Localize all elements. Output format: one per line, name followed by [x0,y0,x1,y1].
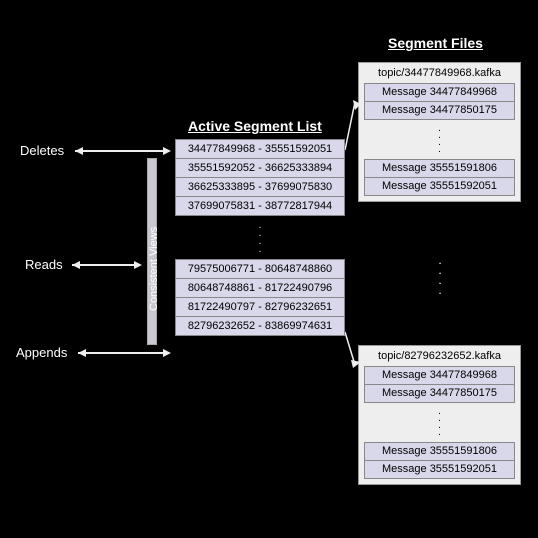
deletes-arrow-head [163,147,171,155]
message-row: Message 35551591806 [364,442,515,461]
message-row: Message 34477849968 [364,83,515,102]
connector-top [345,100,365,155]
file-title-text: 82796232652 [404,350,471,362]
segment-row: 36625333895 - 37699075830 [175,177,345,197]
message-row: Message 35551592051 [364,177,515,196]
message-row: Message 35551592051 [364,460,515,479]
segment-row: 37699075831 - 38772817944 [175,196,345,216]
appends-label: Appends [16,345,67,360]
segment-files-title: Segment Files [388,35,483,51]
segment-file-top: topic/topic/34477849968.kafka34477849968… [358,62,521,202]
segment-row: 82796232652 - 83869974631 [175,316,345,336]
deletes-label: Deletes [20,143,64,158]
file-title: topic/topic/34477849968.kafka34477849968… [359,63,520,83]
message-row: Message 34477850175 [364,384,515,403]
appends-arrow-head-back [78,349,86,357]
message-row: Message 34477850175 [364,101,515,120]
message-ellipsis: .... [359,119,520,159]
connector-bottom [345,330,365,370]
file-title-text: 34477849968 [404,67,471,79]
consistent-views-label: Consistent Views [148,191,160,311]
segment-row: 79575006771 - 80648748860 [175,259,345,279]
segment-row: 34477849968 - 35551592051 [175,139,345,159]
reads-arrow-head [134,261,142,269]
message-row: Message 34477849968 [364,366,515,385]
appends-arrow-head [163,349,171,357]
file-title: topic/82796232652.kafka [359,346,520,366]
active-segment-list: 34477849968 - 35551592051 35551592052 - … [175,140,345,336]
deletes-arrow [75,150,165,152]
segment-ellipsis: .... [175,216,345,260]
segment-row: 35551592052 - 36625333894 [175,158,345,178]
active-list-title: Active Segment List [188,118,322,134]
deletes-arrow-head-back [75,147,83,155]
appends-arrow [78,352,165,354]
message-ellipsis: .... [359,402,520,442]
message-row: Message 35551591806 [364,159,515,178]
segment-row: 81722490797 - 82796232651 [175,297,345,317]
reads-arrow-head-back [72,261,80,269]
files-ellipsis: .... [425,255,455,295]
reads-arrow [72,264,136,266]
segment-row: 80648748861 - 81722490796 [175,278,345,298]
segment-file-bottom: topic/82796232652.kafka Message 34477849… [358,345,521,485]
reads-label: Reads [25,257,63,272]
